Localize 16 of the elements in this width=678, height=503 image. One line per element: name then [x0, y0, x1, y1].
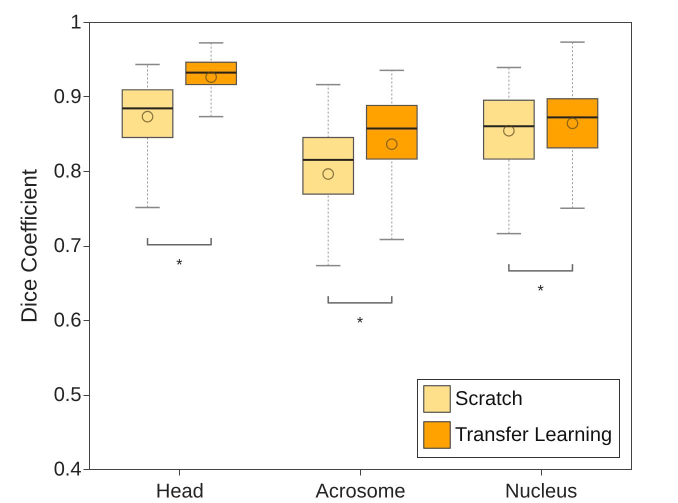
- y-tick-label: 0.8: [54, 160, 82, 182]
- annotation: *: [356, 314, 364, 332]
- y-axis-title: Dice Coefficient: [16, 169, 42, 323]
- legend-label: Scratch: [455, 388, 523, 410]
- y-tick-label: 0.4: [54, 458, 82, 480]
- y-tick-label: 0.6: [54, 310, 82, 332]
- y-tick-label: 0.9: [54, 86, 82, 108]
- x-tick-label: Head: [156, 480, 204, 502]
- legend-label: Transfer Learning: [455, 424, 612, 446]
- x-tick-label: Acrosome: [315, 480, 406, 502]
- x-tick-label: Nucleus: [505, 480, 578, 502]
- annotation: *: [538, 282, 544, 300]
- y-tick-label: 1: [70, 12, 82, 34]
- annotation: *: [176, 256, 182, 274]
- y-tick-label: 0.5: [54, 384, 82, 406]
- y-tick-label: 0.7: [54, 235, 82, 257]
